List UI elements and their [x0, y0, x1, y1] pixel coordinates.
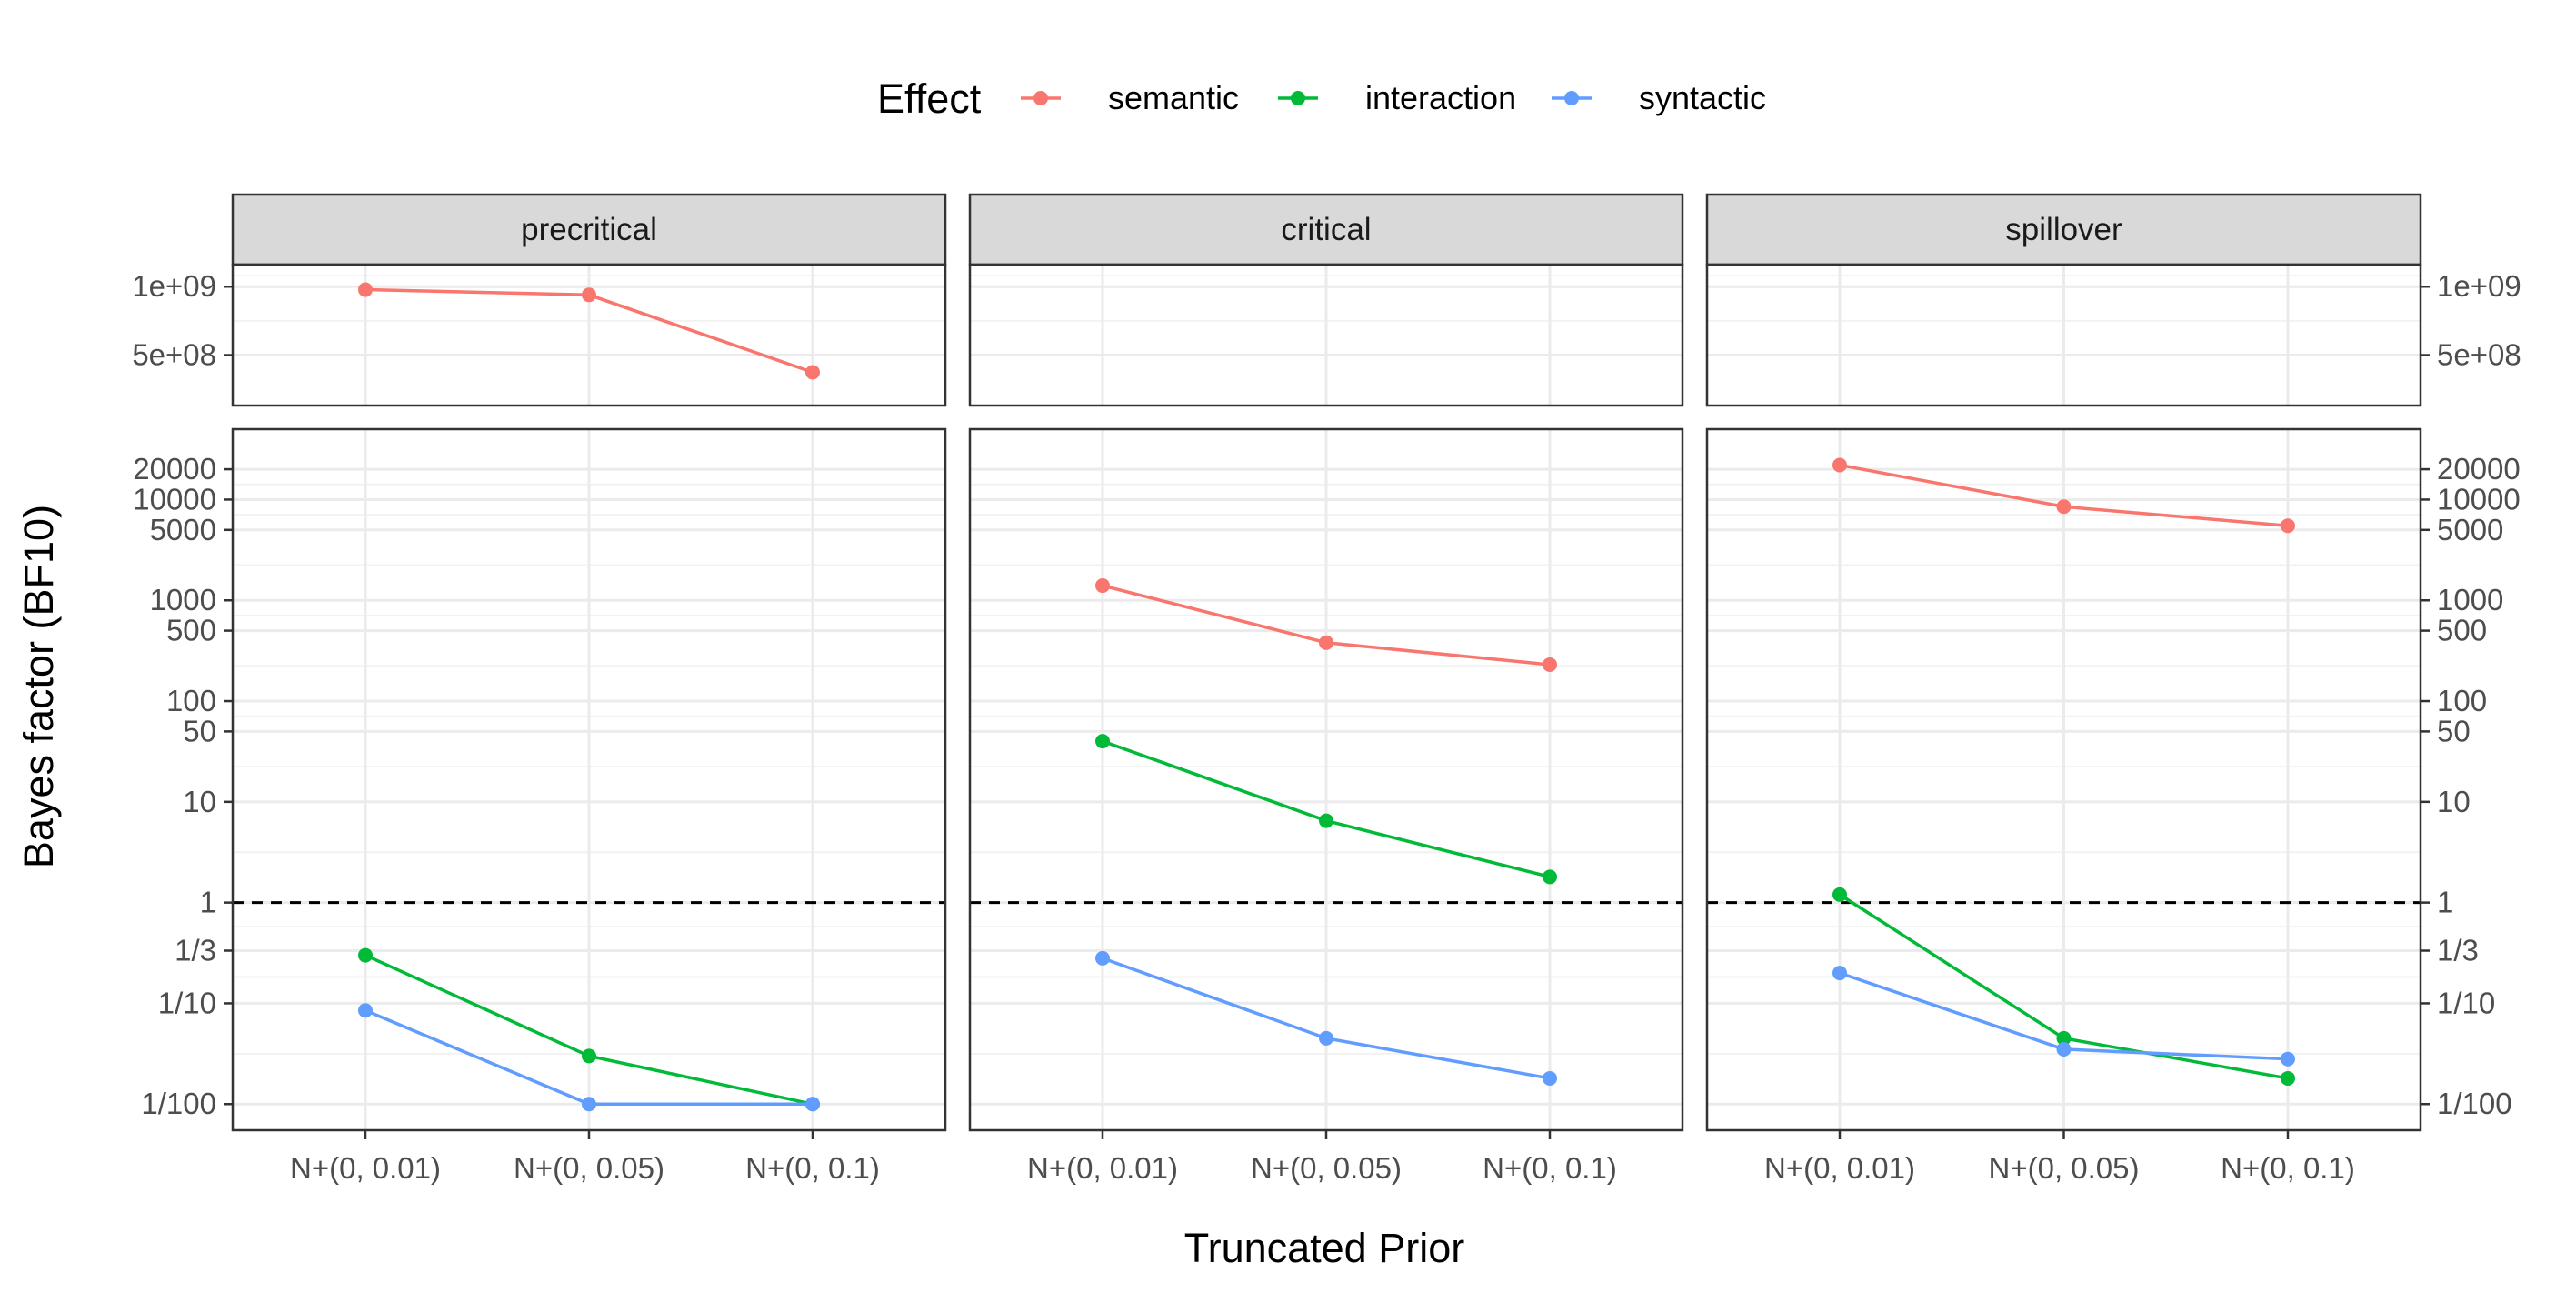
legend-label-semantic: semantic: [1108, 79, 1239, 116]
y-tick-label-left: 10000: [133, 482, 216, 516]
y-tick-label-right: 1e+09: [2437, 269, 2521, 303]
point-semantic-2: [2281, 518, 2295, 534]
legend-key-point: [1033, 91, 1048, 105]
x-tick-label: N+(0, 0.01): [290, 1151, 441, 1185]
y-tick-label-right: 100: [2437, 684, 2487, 717]
point-semantic-2: [1543, 657, 1557, 672]
facet-precritical: precritical N+(0, 0.01) N+(0, 0.05) N+(0, 0…: [231, 193, 947, 1185]
x-tick-label: N+(0, 0.01): [1027, 1151, 1178, 1185]
y-tick-label-right: 1/3: [2437, 934, 2479, 967]
upper-panel-border: [968, 263, 1684, 407]
y-tick-label-right: 10000: [2437, 482, 2521, 516]
strip-label-precritical: precritical: [521, 212, 657, 247]
point-syntactic-1: [582, 1097, 596, 1112]
point-syntactic-2: [805, 1097, 820, 1112]
point-semantic-0: [1095, 578, 1110, 594]
y-tick-label-right: 500: [2437, 614, 2487, 647]
strip-spillover: [1705, 193, 2422, 266]
x-tick-label: N+(0, 0.05): [514, 1151, 664, 1185]
legend-label-interaction: interaction: [1365, 79, 1516, 116]
strip-label-critical: critical: [1281, 212, 1371, 247]
x-tick-label: N+(0, 0.1): [745, 1151, 880, 1185]
x-tick-label: N+(0, 0.05): [1251, 1151, 1402, 1185]
strip-precritical: [231, 193, 947, 266]
y-tick-label-right: 5000: [2437, 513, 2503, 546]
point-syntactic-0: [358, 1003, 373, 1018]
y-tick-label-right: 20000: [2437, 452, 2521, 486]
point-semantic-2: [805, 365, 820, 380]
legend-item-interaction: interaction: [1278, 79, 1516, 116]
x-tick-label: N+(0, 0.01): [1764, 1151, 1915, 1185]
facet-critical: critical N+(0, 0.01) N+(0, 0.05) N+(0, 0.1): [968, 193, 1684, 1185]
legend-key-point: [1291, 91, 1305, 105]
y-tick-label-right: 5e+08: [2437, 338, 2521, 372]
point-syntactic-0: [1832, 966, 1847, 981]
y-tick-label-left: 500: [166, 614, 216, 647]
point-syntactic-1: [2056, 1041, 2072, 1057]
point-interaction-0: [1095, 734, 1110, 749]
point-syntactic-1: [1319, 1030, 1333, 1046]
point-interaction-2: [1543, 869, 1557, 885]
point-semantic-1: [582, 287, 596, 303]
y-tick-label-left: 1: [200, 886, 216, 919]
y-tick-label-left: 1/10: [158, 986, 216, 1019]
legend-title: Effect: [877, 75, 982, 122]
point-interaction-0: [1832, 887, 1847, 902]
point-semantic-0: [358, 282, 373, 297]
y-tick-label-left: 100: [166, 684, 216, 717]
y-tick-label-right: 10: [2437, 785, 2471, 818]
point-semantic-1: [1319, 635, 1333, 650]
point-syntactic-0: [1095, 950, 1110, 966]
facet-panels: precritical N+(0, 0.01) N+(0, 0.05) N+(0, 0…: [132, 193, 2521, 1185]
y-axis-title: Bayes factor (BF10): [15, 505, 62, 868]
point-semantic-1: [2056, 499, 2072, 515]
legend-item-syntactic: syntactic: [1552, 79, 1766, 116]
x-axis-title: Truncated Prior: [1184, 1225, 1464, 1271]
y-tick-label-left: 1000: [150, 583, 216, 616]
point-interaction-2: [2281, 1070, 2295, 1086]
point-semantic-0: [1832, 457, 1847, 473]
y-tick-label-left: 1/100: [141, 1087, 216, 1120]
y-tick-label-left: 10: [183, 785, 216, 818]
y-tick-label-left: 1e+09: [132, 269, 216, 303]
point-interaction-1: [2056, 1030, 2072, 1046]
point-interaction-0: [358, 947, 373, 963]
y-tick-label-right: 1: [2437, 886, 2453, 919]
y-tick-label-left: 20000: [133, 452, 216, 486]
legend-key-point: [1564, 91, 1579, 105]
y-tick-label-right: 50: [2437, 714, 2471, 747]
facet-spillover: spillover N+(0, 0.01) N+(0, 0.05) N+(0, 0.1…: [1705, 193, 2422, 1185]
point-interaction-1: [582, 1048, 596, 1064]
legend: Effect semantic interaction syntactic: [877, 75, 1766, 122]
strip-label-spillover: spillover: [2005, 212, 2122, 247]
upper-panel-border: [1705, 263, 2422, 407]
legend-label-syntactic: syntactic: [1639, 79, 1766, 116]
y-tick-label-left: 5e+08: [132, 338, 216, 372]
y-tick-label-left: 50: [183, 714, 216, 747]
point-interaction-1: [1319, 813, 1333, 828]
y-tick-label-right: 1/10: [2437, 986, 2495, 1019]
y-tick-label-left: 5000: [150, 513, 216, 546]
x-tick-label: N+(0, 0.05): [1989, 1151, 2140, 1185]
strip-critical: [968, 193, 1684, 266]
x-tick-label: N+(0, 0.1): [2221, 1151, 2355, 1185]
legend-item-semantic: semantic: [1021, 79, 1239, 116]
point-syntactic-2: [1543, 1070, 1557, 1086]
x-tick-label: N+(0, 0.1): [1483, 1151, 1617, 1185]
y-tick-label-left: 1/3: [175, 934, 216, 967]
y-tick-label-right: 1/100: [2437, 1087, 2512, 1120]
upper-panel-border: [231, 263, 947, 407]
point-syntactic-2: [2281, 1051, 2295, 1067]
y-tick-label-right: 1000: [2437, 583, 2503, 616]
